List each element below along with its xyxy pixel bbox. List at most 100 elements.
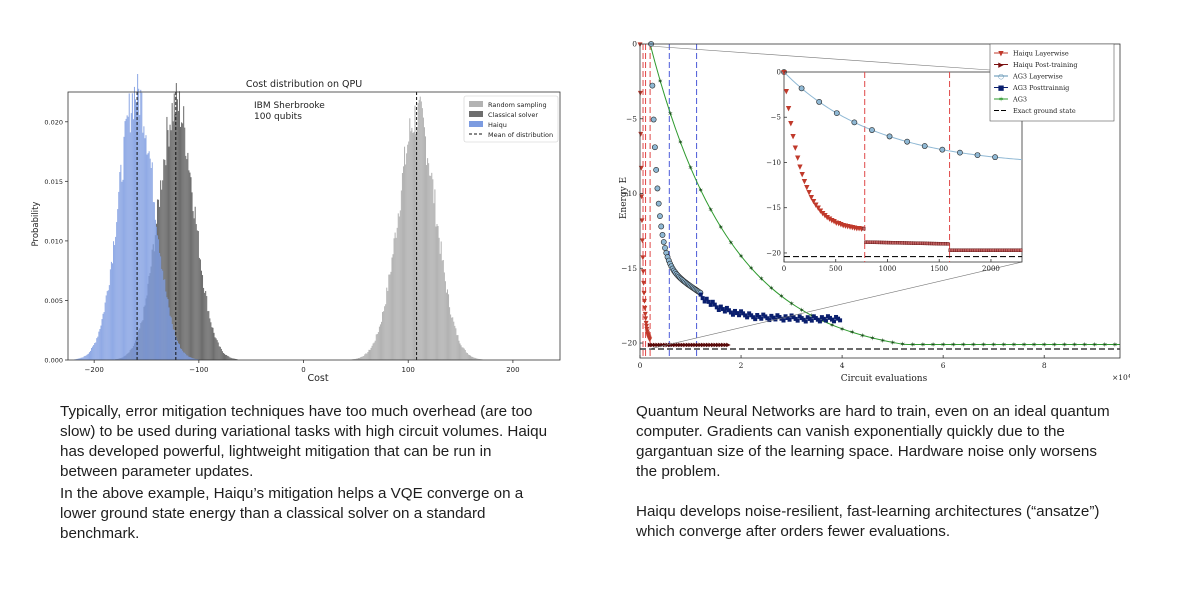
histogram-bar: [187, 355, 189, 360]
histogram-bar: [100, 325, 102, 360]
histogram-bar: [83, 356, 85, 360]
marker-ag3-posttraining: [753, 317, 758, 322]
marker-haiqu-posttraining: ▶: [726, 341, 731, 348]
histogram-bar: [457, 335, 459, 360]
histogram-bar: [208, 311, 210, 360]
plot-frame: [67, 91, 561, 361]
histogram-bar: [439, 253, 441, 360]
marker-haiqu-layerwise: ▼: [640, 253, 645, 261]
histogram-bar: [149, 158, 151, 360]
marker-ag3-posttraining: [787, 317, 792, 322]
marker-haiqu-posttraining: ▶: [708, 341, 713, 348]
histogram-bar: [153, 202, 155, 360]
legend-label: AG3 Posttrainnig: [1012, 84, 1069, 92]
histogram-bar: [190, 357, 192, 360]
histogram-bar: [215, 338, 217, 360]
histogram-bar: [396, 227, 398, 360]
marker-ag3-layerwise: [652, 144, 658, 151]
histogram-bar: [191, 192, 193, 360]
histogram-bar: [458, 340, 460, 360]
histogram-bar: [89, 350, 92, 360]
histogram-bar: [353, 359, 355, 360]
histogram-bar: [181, 122, 183, 360]
marker-ag3-posttraining: [735, 311, 740, 316]
x-tick-label: 8: [1042, 361, 1047, 370]
histogram-bar: [440, 241, 442, 360]
histogram-bar: [109, 269, 111, 360]
histogram-bar: [450, 314, 452, 360]
histogram-bar: [209, 318, 211, 360]
inset-marker-haiqu-layerwise: ▼: [806, 189, 812, 197]
inset-marker-haiqu-layerwise: ▼: [815, 204, 821, 212]
x-axis-multiplier: ×10⁴: [1112, 373, 1130, 382]
histogram-bar: [477, 358, 479, 360]
marker-haiqu-posttraining: ▶: [721, 341, 726, 348]
marker-haiqu-posttraining: ▶: [663, 341, 668, 348]
histogram-bar: [467, 354, 469, 360]
histogram-bar: [363, 355, 365, 360]
inset-y-tick-label: −20: [766, 249, 781, 257]
histogram-bar: [380, 321, 383, 360]
histogram-bar: [180, 348, 182, 360]
histogram-bar: [136, 102, 138, 361]
histogram-bar: [413, 131, 415, 360]
histogram-bar: [173, 329, 175, 360]
marker-haiqu-layerwise: ▼: [644, 325, 649, 333]
histogram-bar: [475, 357, 477, 360]
right-paragraph-1: Quantum Neural Networks are hard to trai…: [636, 403, 1110, 480]
histogram-bar: [192, 358, 194, 360]
histogram-bar: [196, 359, 198, 360]
histogram-bar: [107, 290, 109, 360]
histogram-bar: [205, 291, 207, 360]
marker-ag3-posttraining: [838, 318, 843, 323]
histogram-bar: [156, 235, 159, 360]
marker-haiqu-posttraining: ▶: [719, 341, 724, 348]
x-axis-label: Circuit evaluations: [841, 374, 928, 384]
marker-ag3: ✶: [869, 334, 875, 342]
histogram-bar: [379, 324, 381, 360]
legend-label: Random sampling: [488, 101, 547, 109]
histogram-bar: [155, 226, 157, 360]
histogram-bar: [131, 93, 133, 361]
histogram-bar: [197, 231, 199, 360]
inset-marker-haiqu: [861, 226, 866, 231]
marker-ag3: ✶: [758, 275, 764, 283]
marker-ag3: ✶: [920, 341, 926, 349]
inset-y-tick-label: −15: [766, 204, 781, 212]
histogram-bar: [229, 357, 231, 360]
marker-ag3-posttraining: [783, 314, 788, 319]
histogram-bar: [163, 159, 165, 360]
histogram-bar: [175, 337, 177, 360]
histogram-haiqu: [74, 68, 199, 361]
histogram-bar: [182, 350, 184, 360]
marker-ag3-posttraining: [791, 315, 796, 320]
histogram-bar: [410, 131, 412, 360]
histogram-bar: [226, 355, 228, 360]
chart-title: Cost distribution on QPU: [246, 79, 362, 90]
marker-haiqu-posttraining: ▶: [716, 341, 721, 348]
histogram-bar: [194, 358, 196, 360]
histogram-bar: [117, 209, 119, 360]
inset-marker-haiqu-layerwise: ▼: [834, 219, 840, 227]
histogram-bar: [388, 274, 390, 360]
histogram-bar: [146, 154, 148, 360]
marker-haiqu-layerwise: ▼: [640, 237, 645, 245]
marker-haiqu-posttraining: ▶: [691, 341, 696, 348]
histogram-bar: [385, 304, 387, 360]
marker-ag3-layerwise: [662, 245, 668, 251]
marker-ag3-posttraining: [797, 314, 802, 319]
marker-haiqu-layerwise: ▼: [642, 304, 647, 312]
histogram-bar: [394, 232, 396, 360]
y-tick-label: −5: [626, 114, 637, 123]
histogram-bar: [154, 219, 156, 360]
histogram-bar: [78, 358, 80, 360]
histogram-bar: [361, 356, 363, 360]
x-tick-label: 2: [739, 361, 744, 370]
histogram-bar: [227, 355, 229, 360]
histogram-bar: [360, 357, 362, 360]
marker-ag3-posttraining: [745, 315, 750, 320]
histogram-bar: [106, 291, 108, 360]
marker-ag3: ✶: [688, 164, 694, 172]
x-tick-label: 200: [506, 366, 519, 374]
histogram-bar: [76, 358, 78, 360]
